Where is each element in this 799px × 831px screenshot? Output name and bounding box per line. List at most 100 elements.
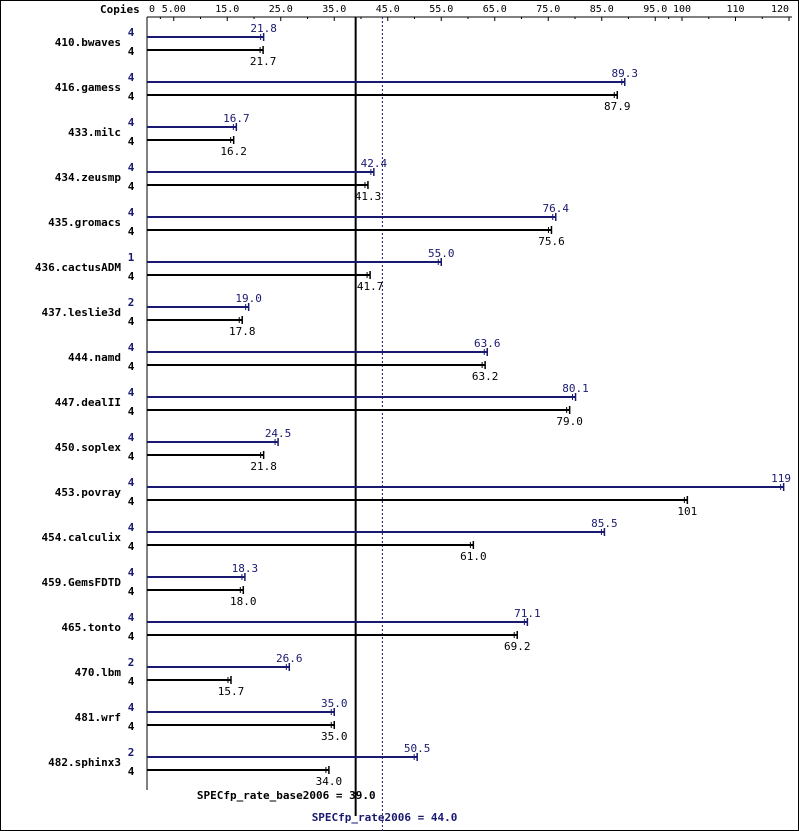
- reference-lines: [354, 17, 383, 831]
- base-copies-label: 4: [128, 720, 135, 733]
- peak-value-label: 16.7: [223, 112, 250, 125]
- base-copies-label: 4: [128, 675, 135, 688]
- peak-value-label: 63.6: [474, 337, 501, 350]
- x-tick-label: 25.0: [269, 4, 293, 15]
- x-tick-label: 120: [771, 4, 789, 15]
- peak-copies-label: 4: [128, 206, 135, 219]
- peak-reference-label: SPECfp_rate2006 = 44.0: [312, 811, 458, 824]
- category-label: 447.dealII: [55, 396, 121, 409]
- peak-copies-label: 4: [128, 386, 135, 399]
- category-label: 436.cactusADM: [35, 261, 121, 274]
- base-value-label: 75.6: [538, 235, 565, 248]
- base-copies-label: 4: [128, 540, 135, 553]
- peak-value-label: 50.5: [404, 742, 431, 755]
- base-value-label: 101: [677, 505, 697, 518]
- category-label: 454.calculix: [42, 531, 122, 544]
- base-value-label: 15.7: [218, 685, 245, 698]
- peak-value-label: 26.6: [276, 652, 303, 665]
- base-copies-label: 4: [128, 90, 135, 103]
- base-value-label: 21.8: [250, 460, 277, 473]
- base-copies-label: 4: [128, 450, 135, 463]
- base-value-label: 21.7: [250, 55, 277, 68]
- peak-value-label: 24.5: [265, 427, 292, 440]
- category-label: 437.leslie3d: [42, 306, 121, 319]
- category-label: 453.povray: [55, 486, 122, 499]
- peak-copies-label: 4: [128, 161, 135, 174]
- peak-copies-label: 4: [128, 701, 135, 714]
- category-label: 410.bwaves: [55, 36, 121, 49]
- base-copies-label: 4: [128, 45, 135, 58]
- peak-copies-label: 4: [128, 611, 135, 624]
- peak-value-label: 42.4: [361, 157, 388, 170]
- base-copies-label: 4: [128, 585, 135, 598]
- base-copies-label: 4: [128, 135, 135, 148]
- peak-copies-label: 4: [128, 116, 135, 129]
- base-value-label: 18.0: [230, 595, 257, 608]
- base-value-label: 79.0: [556, 415, 583, 428]
- base-value-label: 69.2: [504, 640, 531, 653]
- base-value-label: 41.3: [355, 190, 382, 203]
- category-label: 470.lbm: [75, 666, 122, 679]
- x-tick-label: 85.0: [590, 4, 614, 15]
- copies-header: Copies: [100, 3, 140, 16]
- x-tick-label: 65.0: [483, 4, 507, 15]
- peak-value-label: 21.8: [250, 22, 277, 35]
- x-tick-label: 55.0: [429, 4, 453, 15]
- base-copies-label: 4: [128, 360, 135, 373]
- peak-value-label: 80.1: [562, 382, 589, 395]
- peak-value-label: 55.0: [428, 247, 455, 260]
- base-copies-label: 4: [128, 270, 135, 283]
- base-value-label: 34.0: [316, 775, 343, 788]
- category-label: 435.gromacs: [48, 216, 121, 229]
- base-copies-label: 4: [128, 630, 135, 643]
- x-tick-label: 95.0: [643, 4, 667, 15]
- x-tick-label: 5.00: [162, 4, 186, 15]
- category-label: 481.wrf: [75, 711, 121, 724]
- base-value-label: 17.8: [229, 325, 256, 338]
- x-tick-label: 15.0: [215, 4, 239, 15]
- category-label: 434.zeusmp: [55, 171, 122, 184]
- peak-copies-label: 4: [128, 476, 135, 489]
- peak-copies-label: 4: [128, 26, 135, 39]
- category-label: 450.soplex: [55, 441, 122, 454]
- base-value-label: 16.2: [220, 145, 247, 158]
- base-value-label: 61.0: [460, 550, 487, 563]
- base-copies-label: 4: [128, 180, 135, 193]
- category-label: 459.GemsFDTD: [42, 576, 122, 589]
- peak-copies-label: 4: [128, 431, 135, 444]
- x-tick-label: 75.0: [536, 4, 560, 15]
- peak-copies-label: 4: [128, 341, 135, 354]
- x-tick-label: 45.0: [376, 4, 400, 15]
- peak-copies-label: 2: [128, 656, 135, 669]
- category-label: 482.sphinx3: [48, 756, 121, 769]
- peak-copies-label: 4: [128, 521, 135, 534]
- base-value-label: 63.2: [472, 370, 499, 383]
- x-tick-label: 110: [726, 4, 744, 15]
- category-label: 433.milc: [68, 126, 121, 139]
- base-copies-label: 4: [128, 405, 135, 418]
- peak-value-label: 85.5: [591, 517, 618, 530]
- peak-value-label: 35.0: [321, 697, 348, 710]
- base-value-label: 41.7: [357, 280, 384, 293]
- base-reference-label: SPECfp_rate_base2006 = 39.0: [197, 789, 376, 802]
- base-copies-label: 4: [128, 495, 135, 508]
- category-label: 444.namd: [68, 351, 121, 364]
- peak-copies-label: 4: [128, 566, 135, 579]
- bars: [147, 33, 785, 774]
- x-axis: 0 5.00 15.0 25.0 35.0 45.0 55.0 65.0 75.0 85.0 95.…: [146, 4, 792, 790]
- peak-copies-label: 2: [128, 746, 135, 759]
- peak-value-label: 19.0: [235, 292, 262, 305]
- peak-copies-label: 4: [128, 71, 135, 84]
- base-copies-label: 4: [128, 765, 135, 778]
- peak-value-label: 71.1: [514, 607, 541, 620]
- peak-value-label: 18.3: [232, 562, 259, 575]
- base-copies-label: 4: [128, 225, 135, 238]
- base-value-label: 35.0: [321, 730, 348, 743]
- x-tick-label: 0: [149, 4, 155, 15]
- peak-copies-label: 1: [128, 251, 135, 264]
- base-value-label: 87.9: [604, 100, 631, 113]
- base-copies-label: 4: [128, 315, 135, 328]
